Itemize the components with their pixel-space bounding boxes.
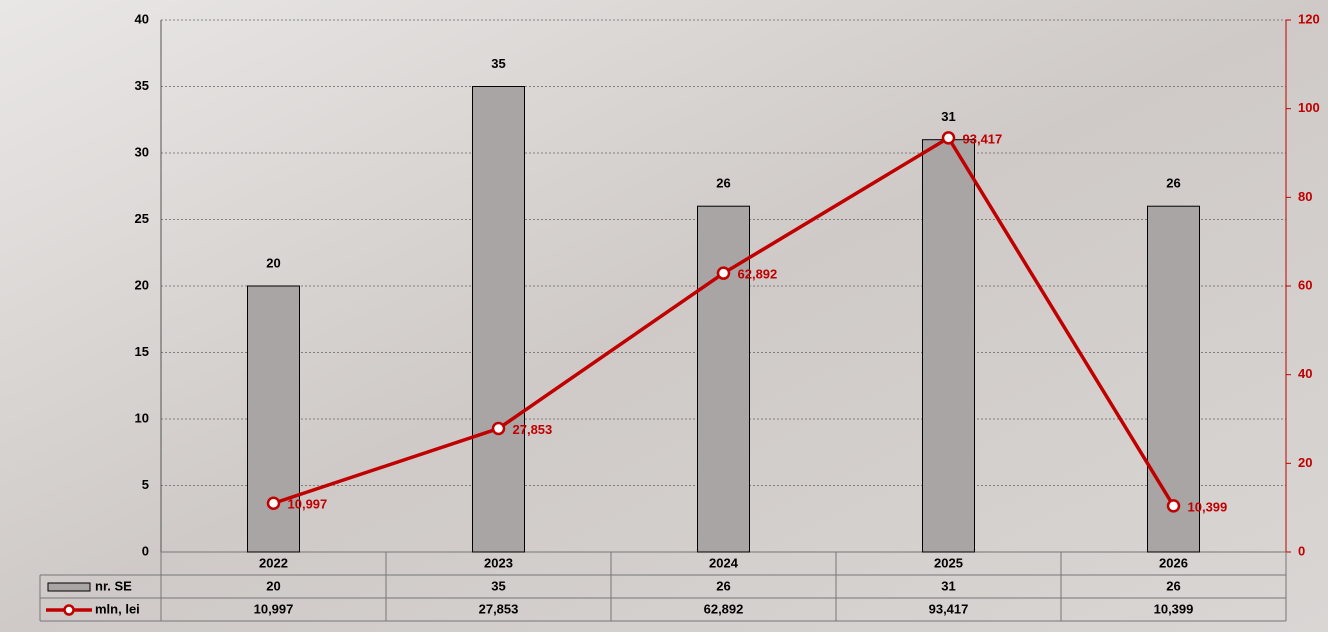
y-tick-label: 25 (135, 211, 149, 226)
table-cell: 31 (941, 578, 955, 593)
legend-swatch (63, 604, 75, 616)
y2-tick-label: 100 (1298, 100, 1320, 115)
line-marker (266, 496, 281, 510)
table-cell: 10,997 (254, 601, 294, 616)
line-label: 62,892 (738, 267, 778, 282)
bar-label: 35 (491, 56, 505, 71)
x-tick-label: 2022 (259, 555, 288, 570)
bar-label: 26 (1166, 176, 1180, 191)
line-marker (491, 421, 506, 436)
y-tick-label: 35 (135, 78, 149, 93)
x-tick-label: 2024 (709, 555, 739, 570)
y-tick-label: 10 (135, 410, 149, 425)
bar-label: 31 (941, 109, 955, 124)
line-label: 10,399 (1188, 499, 1228, 514)
x-tick-label: 2023 (484, 555, 513, 570)
y2-tick-label: 0 (1298, 543, 1305, 558)
y-tick-label: 30 (135, 144, 149, 159)
x-tick-label: 2026 (1159, 555, 1188, 570)
y2-tick-label: 20 (1298, 455, 1312, 470)
legend-swatch (47, 582, 91, 592)
table-cell: 93,417 (929, 601, 969, 616)
y2-tick-label: 80 (1298, 189, 1312, 204)
line-marker (716, 266, 731, 280)
y2-tick-label: 60 (1298, 277, 1312, 292)
legend-label: mln, lei (95, 601, 140, 616)
table-cell: 26 (716, 578, 730, 593)
bar (697, 205, 750, 553)
bar-label: 20 (266, 255, 280, 270)
y-tick-label: 15 (135, 344, 149, 359)
line-label: 27,853 (513, 422, 553, 437)
y2-tick-label: 120 (1298, 11, 1320, 26)
table-cell: 62,892 (704, 601, 744, 616)
y-tick-label: 0 (142, 543, 149, 558)
line-marker (1166, 499, 1181, 513)
bar (1147, 205, 1200, 553)
y-tick-label: 40 (135, 11, 149, 26)
table-cell: 10,399 (1154, 601, 1194, 616)
table-cell: 35 (491, 578, 505, 593)
table-cell: 27,853 (479, 601, 519, 616)
bar (922, 139, 975, 553)
y-tick-label: 20 (135, 277, 149, 292)
y2-tick-label: 40 (1298, 366, 1312, 381)
bar (247, 285, 300, 553)
legend-label: nr. SE (95, 578, 132, 593)
y-tick-label: 5 (142, 477, 149, 492)
bar-label: 26 (716, 176, 730, 191)
line-marker (941, 131, 956, 145)
bar (472, 86, 525, 553)
table-cell: 26 (1166, 578, 1180, 593)
x-tick-label: 2025 (934, 555, 963, 570)
line-label: 10,997 (288, 497, 328, 512)
line-label: 93,417 (963, 131, 1003, 146)
table-cell: 20 (266, 578, 280, 593)
